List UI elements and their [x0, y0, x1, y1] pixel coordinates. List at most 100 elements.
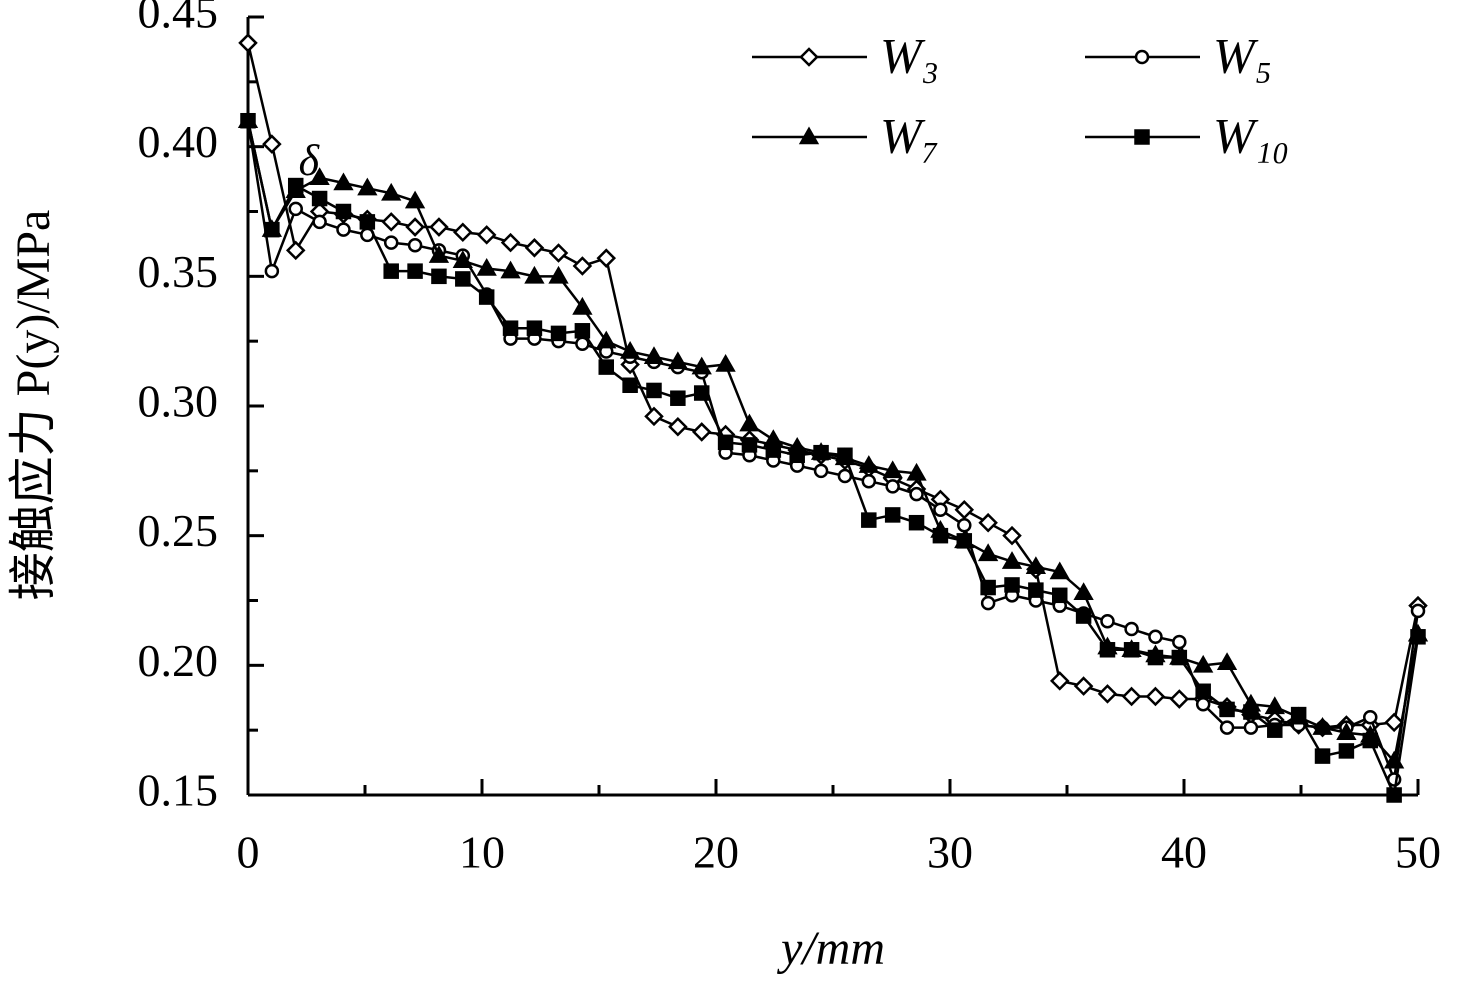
point [1219, 720, 1235, 735]
point [885, 479, 900, 494]
point [598, 359, 615, 375]
x-axis-label: y/mm [776, 922, 885, 975]
point [381, 212, 401, 232]
x-tick-label: 40 [1161, 827, 1207, 878]
y-tick-label: 0.35 [138, 246, 219, 297]
point [572, 296, 593, 315]
point [1290, 706, 1307, 723]
point [1051, 587, 1068, 604]
point [691, 422, 712, 442]
point [288, 201, 303, 217]
point [431, 268, 447, 285]
point [813, 444, 829, 461]
point [667, 351, 689, 370]
point [264, 221, 280, 238]
y-tick-label: 0.15 [138, 765, 219, 816]
point [1145, 686, 1166, 707]
point [500, 260, 521, 279]
point [1362, 732, 1379, 749]
point [1243, 720, 1259, 735]
point [1049, 561, 1070, 580]
point [526, 320, 543, 336]
point [309, 167, 330, 186]
point [1384, 712, 1404, 733]
point [1123, 642, 1140, 658]
point [478, 289, 495, 305]
point [861, 512, 877, 528]
point [1338, 743, 1355, 759]
point [644, 406, 664, 427]
point [336, 222, 351, 237]
legend-label: W₇ [880, 107, 939, 163]
point [932, 527, 949, 544]
point [1004, 577, 1020, 593]
point [502, 320, 519, 336]
legend-marker [798, 126, 820, 145]
point [909, 486, 924, 502]
y-tick-label: 0.20 [138, 635, 219, 686]
point [381, 182, 402, 201]
point [1312, 717, 1333, 735]
point [238, 33, 258, 53]
point [670, 390, 686, 406]
point [1267, 722, 1283, 738]
point [548, 243, 569, 263]
point [333, 172, 354, 191]
point [837, 447, 853, 464]
point [1073, 582, 1094, 600]
point [383, 263, 399, 279]
point [813, 463, 829, 479]
point [693, 385, 710, 401]
point [453, 222, 473, 243]
point [240, 112, 256, 129]
point [1216, 652, 1238, 670]
point [1171, 649, 1188, 666]
point [765, 442, 782, 458]
point [1075, 608, 1092, 624]
point [383, 235, 399, 250]
point [429, 217, 449, 237]
y-axis-label: 接触应力 P(y)/MPa [7, 210, 60, 601]
point [858, 455, 879, 473]
point [646, 382, 662, 399]
point [452, 250, 473, 269]
point [717, 434, 734, 451]
point [405, 217, 425, 237]
point [933, 502, 948, 517]
y-tick-label: 0.25 [138, 505, 219, 556]
point [428, 245, 450, 263]
point [884, 507, 901, 523]
point [548, 265, 569, 284]
point [455, 271, 471, 287]
point [1002, 525, 1022, 546]
point [861, 473, 877, 489]
y-tick-label: 0.45 [138, 0, 219, 38]
point [264, 263, 280, 279]
point [882, 460, 903, 479]
legend-marker [1134, 49, 1150, 65]
y-tick-label: 0.30 [138, 376, 219, 427]
point [980, 595, 996, 611]
point [262, 134, 282, 154]
point [1148, 629, 1163, 645]
annotation: δ [299, 136, 321, 185]
x-tick-label: 30 [927, 827, 973, 878]
x-tick-label: 0 [237, 827, 260, 878]
point [575, 336, 590, 352]
point [1363, 709, 1378, 725]
point [1410, 629, 1426, 645]
point [906, 462, 927, 481]
point [668, 416, 688, 437]
point [524, 238, 545, 258]
point [1169, 689, 1190, 709]
point [476, 258, 497, 276]
point [739, 413, 760, 432]
point [1219, 701, 1235, 718]
point [1386, 787, 1402, 803]
point [956, 533, 973, 549]
point [1172, 634, 1187, 650]
legend-marker [1134, 129, 1150, 145]
series-line [246, 120, 1420, 764]
point [1195, 696, 1211, 712]
